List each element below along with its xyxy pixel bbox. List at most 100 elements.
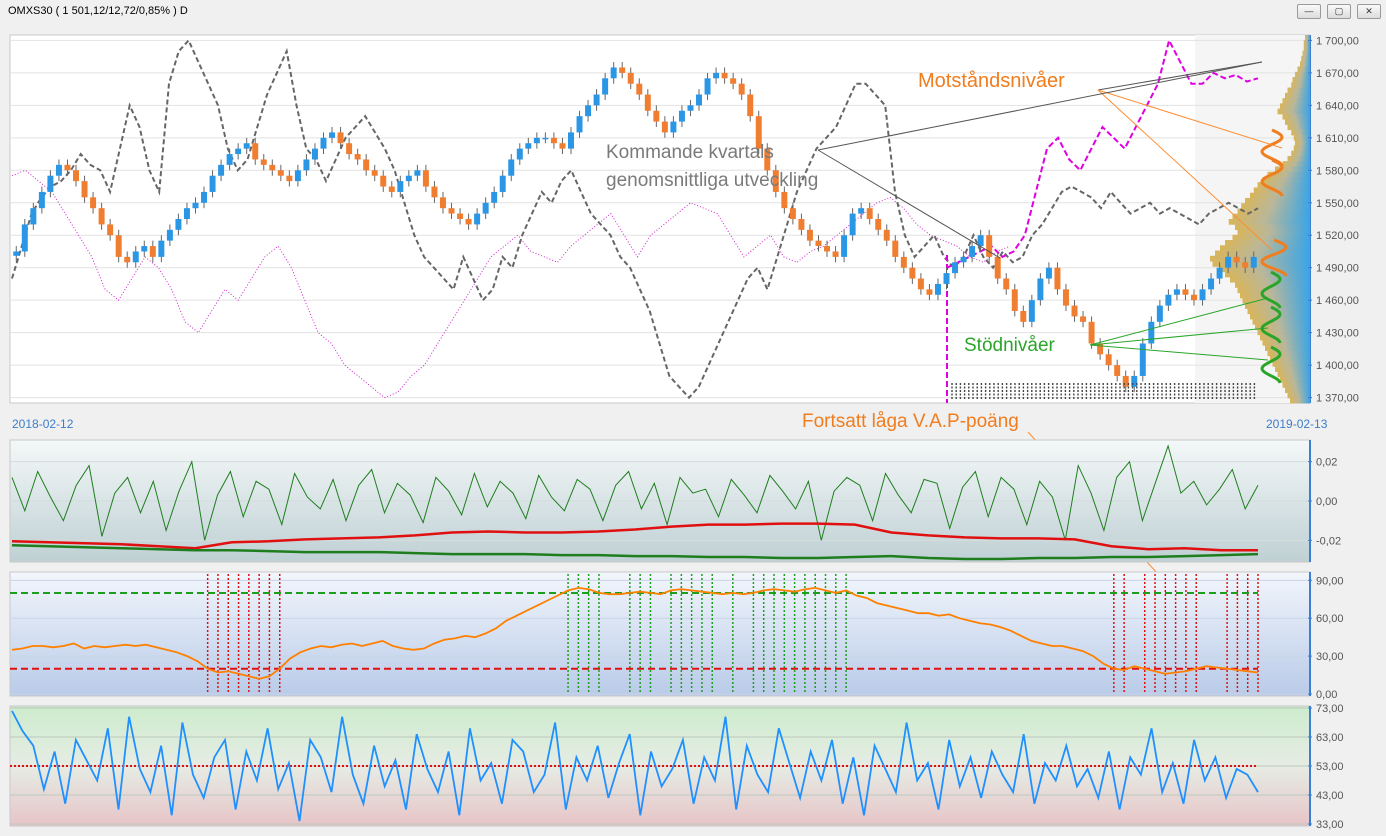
support-wave <box>1260 305 1282 344</box>
candle-body <box>311 148 318 160</box>
candle-body <box>713 72 720 79</box>
candle-body <box>235 148 242 155</box>
price-tick-label: 1 580,00 <box>1316 165 1359 177</box>
candle-body <box>115 235 122 257</box>
volume-profile-bar <box>1265 345 1310 351</box>
candle-body <box>175 219 182 230</box>
candle-body <box>329 132 336 138</box>
volume-profile-bar <box>1287 124 1310 131</box>
candle-body <box>917 278 924 290</box>
quarterly-line-2 <box>817 149 1001 259</box>
resistance-line-2 <box>1097 89 1283 149</box>
candle-body <box>721 72 728 79</box>
volume-profile-bar <box>1293 145 1310 152</box>
candle-body <box>568 132 574 149</box>
candle-body <box>277 170 284 176</box>
candle-body <box>81 181 88 198</box>
volume-profile-bar <box>1277 371 1310 378</box>
restore-button[interactable]: ▢ <box>1327 4 1351 19</box>
volume-profile-bar <box>1255 324 1310 330</box>
quarterly-label-1: Kommande kvartals <box>606 142 774 163</box>
candle-body <box>1242 262 1249 268</box>
price-tick-label: 1 640,00 <box>1316 100 1359 112</box>
candle-body <box>619 67 626 73</box>
candle-body <box>926 289 933 295</box>
candle-body <box>371 170 378 176</box>
quarterly-line-1 <box>817 61 1263 151</box>
volume-profile-bar <box>1232 213 1310 220</box>
volume-profile-bar <box>1220 266 1310 273</box>
candle-body <box>1199 289 1206 301</box>
vap-tick-label: 30,00 <box>1316 651 1344 663</box>
candle-body <box>883 229 890 241</box>
candle-body <box>542 137 549 140</box>
minimize-button[interactable]: — <box>1297 4 1321 19</box>
candle-body <box>909 267 916 279</box>
candle-body <box>747 94 754 117</box>
candle-body <box>1165 294 1172 306</box>
candle-body <box>260 159 267 165</box>
volume-profile-bar <box>1291 129 1310 136</box>
volume-profile-bar <box>1282 381 1310 388</box>
rsi-tick-label: 33,00 <box>1316 819 1344 831</box>
volume-profile-bar <box>1282 113 1310 120</box>
candle-body <box>363 159 370 171</box>
candle-body <box>1003 278 1010 290</box>
volume-profile-bar <box>1293 134 1310 141</box>
candle-body <box>533 137 540 144</box>
rsi-series: 73,00 63,00 53,00 43,00 33,00 <box>10 703 1344 831</box>
volume-profile-bar <box>1303 40 1310 47</box>
candle-body <box>55 164 62 176</box>
volume-profile-bar <box>1272 360 1310 367</box>
volume-profile-bar <box>1237 208 1310 215</box>
price-tick-label: 1 490,00 <box>1316 263 1359 275</box>
candle-body <box>1156 305 1163 322</box>
candle-body <box>218 164 225 176</box>
oscillator-tick-label: 0,02 <box>1316 457 1337 469</box>
candle-body <box>661 121 668 133</box>
volume-profile-bar <box>1297 66 1310 73</box>
candle-body <box>439 197 446 209</box>
close-button[interactable]: ✕ <box>1357 4 1381 19</box>
volume-profile-bar <box>1285 92 1310 99</box>
window-title: OMXS30 ( 1 501,12/12,72/0,85% ) D <box>8 5 188 17</box>
candle-body <box>1020 311 1027 322</box>
candle-body <box>474 213 481 225</box>
candle-body <box>1088 321 1095 344</box>
candle-body <box>1105 354 1112 366</box>
candle-body <box>627 72 634 84</box>
vap-series: 90,00 60,00 30,00 0,00 <box>10 572 1344 701</box>
volume-profile-bar <box>1253 187 1310 194</box>
benchmark-line <box>11 169 1011 399</box>
candle-body <box>397 181 404 192</box>
candle-body <box>166 229 173 241</box>
candle-body <box>1045 267 1052 279</box>
candle-body <box>499 175 506 192</box>
volume-profile-bar <box>1285 387 1310 393</box>
volume-profile-bar <box>1220 245 1310 252</box>
volume-profile-bar <box>1270 355 1310 362</box>
chart-annotations: Motståndsnivåer Kommande kvartals genoms… <box>606 61 1283 681</box>
candle-body <box>696 94 702 106</box>
candle-body <box>422 170 429 187</box>
support-wave <box>1260 345 1282 384</box>
volume-profile-bar <box>1245 197 1310 204</box>
candle-body <box>943 273 950 284</box>
candle-body <box>107 224 114 236</box>
candle-body <box>900 256 907 268</box>
candle-body <box>755 116 762 149</box>
candle-body <box>132 251 139 263</box>
volume-profile-bar <box>1282 161 1310 167</box>
candle-body <box>38 191 45 209</box>
volume-profile-bar <box>1242 297 1310 304</box>
volume-profile-bar <box>1228 219 1310 225</box>
quarterly-average-line <box>11 38 1259 400</box>
candle-body <box>875 219 882 230</box>
resistance-line-1 <box>1097 61 1263 91</box>
quarterly-label-2: genomsnittliga utveckling <box>606 170 818 191</box>
volume-profile-bar <box>1240 292 1310 299</box>
candle-body <box>858 208 865 214</box>
support-wave <box>1260 270 1282 309</box>
volume-profile-bar <box>1225 240 1310 246</box>
candle-body <box>158 240 165 257</box>
